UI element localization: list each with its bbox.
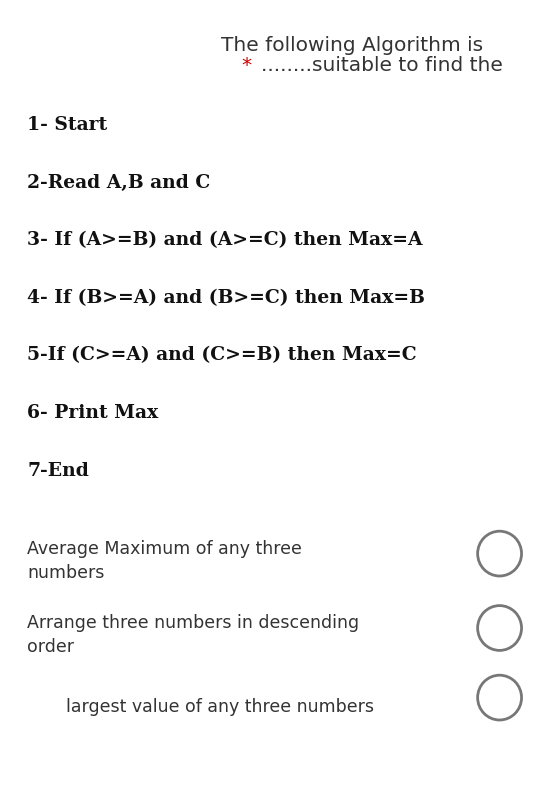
Text: Arrange three numbers in descending: Arrange three numbers in descending	[27, 614, 360, 632]
Text: ........suitable to find the: ........suitable to find the	[261, 56, 503, 75]
Text: order: order	[27, 638, 75, 656]
Text: *: *	[242, 56, 251, 75]
Text: 5-If (C>=A) and (C>=B) then Max=C: 5-If (C>=A) and (C>=B) then Max=C	[27, 346, 417, 365]
Text: 2-Read A,B and C: 2-Read A,B and C	[27, 174, 211, 192]
Text: 6- Print Max: 6- Print Max	[27, 404, 159, 422]
Text: 7-End: 7-End	[27, 462, 89, 479]
Text: 4- If (B>=A) and (B>=C) then Max=B: 4- If (B>=A) and (B>=C) then Max=B	[27, 289, 425, 306]
Text: Average Maximum of any three: Average Maximum of any three	[27, 540, 302, 558]
Text: largest value of any three numbers: largest value of any three numbers	[66, 698, 374, 715]
Text: 1- Start: 1- Start	[27, 116, 108, 134]
Text: 3- If (A>=B) and (A>=C) then Max=A: 3- If (A>=B) and (A>=C) then Max=A	[27, 231, 423, 250]
Text: The following Algorithm is: The following Algorithm is	[221, 36, 483, 55]
Text: numbers: numbers	[27, 564, 105, 582]
